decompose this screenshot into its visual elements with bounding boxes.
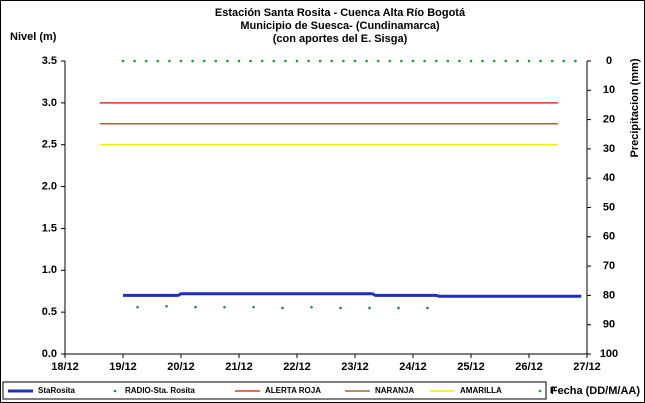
data-point [400,59,403,63]
data-point [281,306,284,310]
data-point [307,59,310,63]
y-tick-label: 2.5 [42,139,57,151]
data-point [539,59,542,63]
y2-tick-label: 20 [603,114,615,126]
x-tick-label: 18/12 [51,361,79,373]
legend-label: P [550,386,556,395]
y-tick-label: 3.5 [42,55,57,67]
x-tick-label: 22/12 [283,361,311,373]
y2-tick-label: 60 [603,231,615,243]
y-tick-label: 0.5 [42,306,57,318]
data-point [388,59,392,63]
data-point [144,59,148,63]
data-point [481,59,484,63]
data-point [133,59,136,63]
data-point [179,59,183,63]
data-point [252,305,255,309]
y2-tick-label: 10 [603,84,615,96]
data-point [504,59,508,63]
chart-title: Municipio de Suesca- (Cundinamarca) [240,20,440,32]
data-point [237,59,241,63]
data-point [426,306,429,310]
chart-title: Estación Santa Rosita - Cuenca Alta Río … [215,7,466,19]
data-point [223,305,226,309]
data-point [318,59,322,63]
x-tick-label: 20/12 [167,361,195,373]
data-point [310,305,313,309]
data-point [339,306,342,310]
data-point [365,59,368,63]
legend-label: StaRosita [38,386,75,395]
data-point [434,59,438,63]
data-point [168,59,171,63]
data-point [284,59,287,63]
y-tick-label: 2.0 [42,180,57,192]
data-point [492,59,496,63]
y-tick-label: 1.0 [42,264,57,276]
y2-tick-label: 90 [603,319,615,331]
x-tick-label: 25/12 [457,361,485,373]
legend-label: ALERTA ROJA [265,386,321,395]
y-tick-label: 3.0 [42,97,57,109]
data-point [574,59,577,63]
legend-swatch [538,389,542,393]
data-point [214,59,218,63]
data-point [562,59,566,63]
data-point [469,59,473,63]
legend-swatch [113,389,117,393]
data-point [368,306,371,310]
data-point [516,59,519,63]
data-point [446,59,450,63]
y-tick-label: 0.0 [42,348,57,360]
data-point [423,59,426,63]
data-point [342,59,345,63]
x-tick-label: 26/12 [515,361,543,373]
data-point [397,306,400,310]
data-point [136,305,139,309]
data-point [353,59,357,63]
data-point [550,59,554,63]
data-point [249,59,252,63]
y2-tick-label: 0 [606,55,612,67]
data-point [376,59,380,63]
data-point [295,59,299,63]
y2-tick-label: 30 [603,143,615,155]
data-point [191,59,194,63]
legend-label: RADIO-Sta. Rosita [125,386,195,395]
data-point [202,59,206,63]
data-point [458,59,461,63]
y2-tick-label: 100 [600,348,618,360]
x-tick-label: 24/12 [399,361,427,373]
data-point [194,305,197,309]
x-tick-label: 19/12 [109,361,137,373]
y-axis-label: Nivel (m) [10,31,57,43]
x-tick-label: 27/12 [573,361,601,373]
legend-box [2,381,547,400]
data-point [411,59,415,63]
y2-tick-label: 40 [603,172,615,184]
data-point [226,59,229,63]
data-point [527,59,531,63]
y2-tick-label: 80 [603,289,615,301]
y2-tick-label: 70 [603,260,615,272]
legend-label: NARANJA [375,386,414,395]
x-axis-label: Fecha (DD/M/AA) [551,385,641,397]
data-point [260,59,264,63]
legend-label: AMARILLA [460,386,502,395]
x-tick-label: 21/12 [225,361,253,373]
x-tick-label: 23/12 [341,361,369,373]
y2-axis-label: Precipitacion (mm) [629,58,641,157]
series-line [123,292,582,298]
data-point [156,59,160,63]
data-point [330,59,334,63]
y-tick-label: 1.5 [42,222,57,234]
data-point [121,59,125,63]
data-point [272,59,276,63]
chart-title: (con aportes del E. Sisga) [273,33,408,45]
y2-tick-label: 50 [603,201,615,213]
data-point [165,304,168,308]
